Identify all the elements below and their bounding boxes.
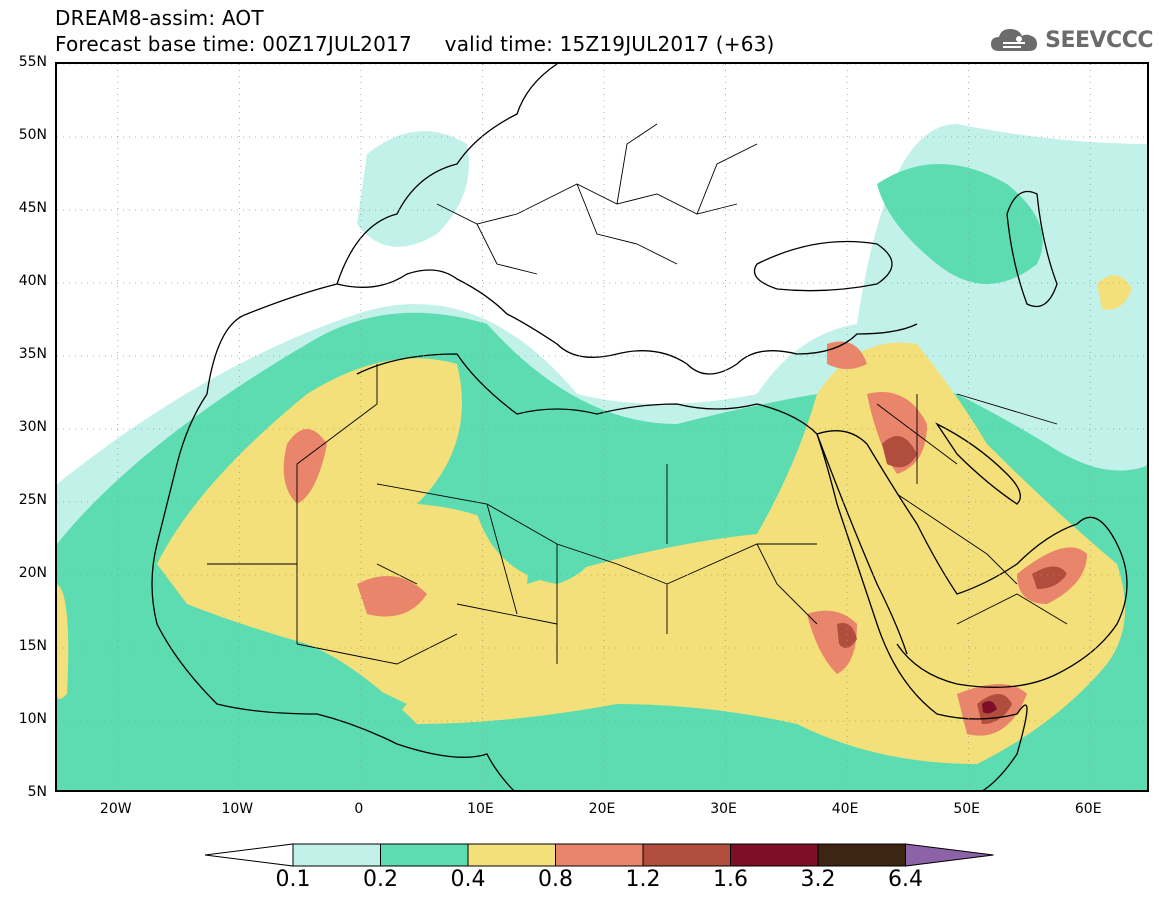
aot-band-1.2 (837, 623, 857, 648)
aot-band-0.1-north (357, 131, 469, 247)
aot-band-1.6 (982, 700, 997, 714)
aot-band-0.8 (283, 429, 327, 504)
colorbar-tick-label: 1.2 (625, 867, 661, 892)
forecast-time-line: Forecast base time: 00Z17JUL2017 valid t… (55, 32, 775, 56)
lat-tick-label: 15N (18, 638, 47, 654)
lat-tick-label: 5N (27, 784, 47, 800)
colorbar-tick-label: 0.2 (363, 867, 398, 892)
lon-tick-label: 20E (588, 801, 616, 817)
colorbar-cell (555, 843, 644, 867)
lon-tick-label: 50E (953, 801, 980, 817)
lat-tick-label: 40N (18, 273, 47, 289)
lat-tick-label: 55N (18, 54, 47, 70)
aot-band-0.4-gap-south (177, 624, 407, 756)
arabia-coastline (816, 430, 1128, 688)
cloud-icon (991, 29, 1038, 51)
colorbar-cell (380, 843, 469, 867)
coastlines (151, 64, 1128, 790)
colorbar-cell (817, 843, 906, 867)
colorbar-cell (730, 843, 819, 867)
colorbar-cell (467, 843, 556, 867)
aot-band-0.2-north (877, 164, 1043, 284)
aot-band-0.8 (827, 341, 867, 369)
aot-map (55, 62, 1149, 792)
lon-tick-label: 20W (99, 801, 132, 817)
colorbar-tick-label: 0.8 (538, 867, 573, 892)
colorbar-cell (642, 843, 731, 867)
colorbar-tick-label: 0.4 (450, 867, 486, 892)
colorbar-tick-label: 3.2 (800, 867, 836, 892)
lat-tick-label: 25N (18, 492, 47, 508)
graticule (57, 64, 1147, 790)
aot-colorbar (205, 843, 994, 867)
lat-tick-label: 30N (18, 419, 47, 435)
red-sea (816, 433, 908, 655)
colorbar-cell (292, 843, 381, 867)
country-borders (207, 123, 1068, 665)
lon-tick-label: 10E (467, 801, 494, 817)
lat-tick-label: 35N (18, 346, 47, 362)
aot-band-0.8 (357, 576, 427, 617)
colorbar-tick-label: 0.1 (275, 867, 311, 892)
lat-tick-label: 50N (18, 127, 47, 143)
aot-contours (57, 124, 1147, 790)
lon-tick-label: 30E (710, 801, 737, 817)
lon-tick-label: 10W (221, 801, 254, 817)
colorbar-under-triangle (205, 843, 294, 867)
europe-coastline (206, 64, 918, 395)
brand-text: SEEVCCC (1045, 27, 1153, 53)
aot-band-1.2 (882, 436, 917, 468)
aot-band-0.4-west (57, 584, 69, 699)
aot-band-0.4-gap (477, 482, 602, 584)
aot-band-1.2 (1032, 566, 1067, 589)
map-canvas (57, 64, 1147, 790)
lon-tick-label: 0 (354, 801, 364, 817)
lon-tick-label: 40E (831, 801, 859, 817)
lat-tick-label: 45N (18, 200, 47, 216)
colorbar-tick-label: 1.6 (713, 867, 748, 892)
lat-tick-label: 20N (18, 565, 47, 581)
persian-gulf (935, 422, 1021, 505)
aot-band-0.4-north (1097, 275, 1132, 310)
seevccc-logo: SEEVCCC (989, 25, 1153, 55)
map-title: DREAM8-assim: AOT (55, 6, 264, 30)
lon-tick-label: 60E (1074, 801, 1102, 817)
lat-tick-label: 10N (18, 711, 47, 727)
colorbar-over-triangle (905, 843, 994, 867)
black-sea (753, 240, 893, 292)
colorbar-tick-label: 6.4 (888, 867, 923, 892)
caspian-sea (1006, 190, 1058, 308)
